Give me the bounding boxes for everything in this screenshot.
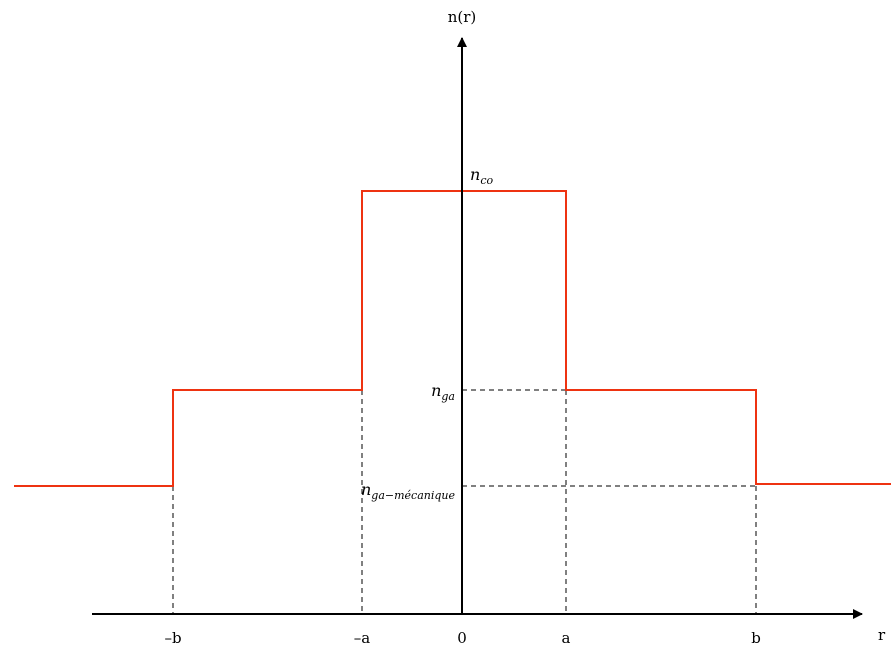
- x-axis-label: r: [878, 626, 886, 644]
- label-n-ga: nga: [431, 381, 455, 403]
- label-n-ga-meca: nga−mécanique: [361, 480, 456, 502]
- guide-lines: [172, 389, 757, 614]
- label-n-co: nco: [470, 165, 493, 187]
- tick-a: a: [562, 629, 571, 646]
- tick-minus-b: –b: [164, 629, 181, 646]
- tick-zero: 0: [457, 629, 467, 646]
- tick-b: b: [751, 629, 761, 646]
- index-profile: [14, 190, 891, 487]
- tick-minus-a: –a: [354, 629, 371, 646]
- y-axis-label: n(r): [448, 8, 477, 26]
